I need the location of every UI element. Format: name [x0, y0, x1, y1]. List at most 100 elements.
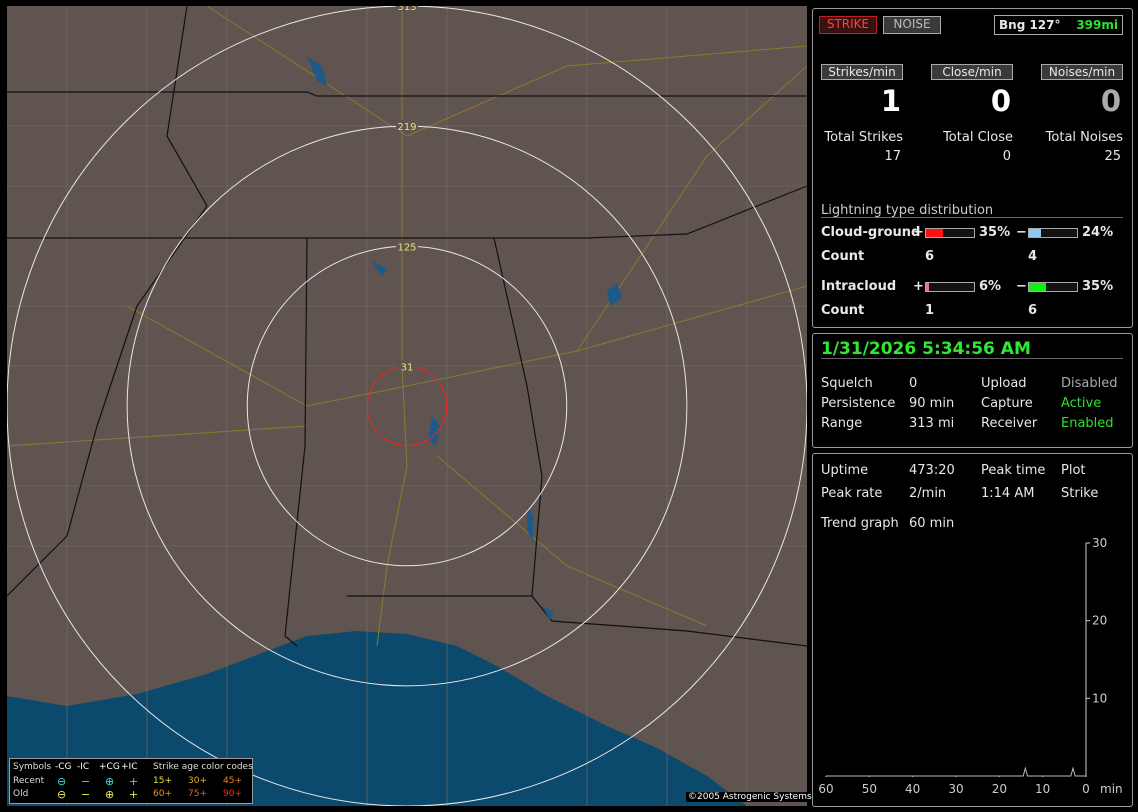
legend-type: +IC — [121, 762, 138, 772]
pct-label: 35% — [1082, 279, 1114, 294]
ring-label-bg — [396, 120, 418, 132]
age-label: 30+ — [188, 776, 207, 786]
map-legend: Symbols -CG -IC +CG +IC Strike age color code… — [9, 758, 253, 804]
pct-bar-frame — [925, 282, 975, 292]
stats-text: Peak rate — [821, 486, 883, 501]
legend-symbol: ⊕ — [105, 788, 115, 801]
stats-text: Peak time — [981, 463, 1046, 478]
total-value: 0 — [1002, 149, 1011, 164]
age-label: 75+ — [188, 789, 207, 799]
rate-label: Strikes/min — [821, 64, 903, 80]
divider — [821, 358, 1123, 359]
rate-value: 0 — [1100, 84, 1121, 118]
legend-text: Symbols — [13, 762, 52, 772]
stats-text: Strike — [1061, 486, 1099, 501]
stats-text: 1:14 AM — [981, 486, 1035, 501]
status-text: 90 min — [909, 396, 955, 411]
pct-bar — [926, 283, 929, 291]
sign: + — [913, 279, 924, 294]
status-text: Active — [1061, 396, 1102, 411]
ring-label: 31 — [401, 362, 414, 373]
status-text: 0 — [909, 376, 918, 391]
status-text: Range — [821, 416, 863, 431]
status-text: Capture — [981, 396, 1033, 411]
stats-text: 473:20 — [909, 463, 955, 478]
pct-bar — [1029, 229, 1041, 237]
ring-label-bg — [396, 6, 418, 11]
status-text: Squelch — [821, 376, 873, 391]
pct-label: 6% — [979, 279, 1002, 294]
pct-bar — [1029, 283, 1046, 291]
strike-button[interactable]: STRIKE — [819, 16, 877, 34]
legend-text: Recent — [13, 776, 45, 786]
status-text: 313 mi — [909, 416, 955, 431]
clock: 1/31/2026 5:34:56 AM — [821, 339, 1031, 359]
legend-type: -IC — [77, 762, 90, 772]
sign: + — [913, 225, 924, 240]
total-label: Total Close — [943, 130, 1013, 145]
count-value: 4 — [1028, 249, 1038, 264]
legend-text: Old — [13, 789, 29, 799]
status-panel — [812, 333, 1133, 448]
lakes — [307, 56, 622, 620]
map: 313 219 125 31 — [7, 6, 807, 806]
status-text: Receiver — [981, 416, 1038, 431]
count-label: Count — [821, 303, 865, 318]
noise-button[interactable]: NOISE — [883, 16, 941, 34]
counts-panel — [812, 8, 1133, 328]
type-name: Intracloud — [821, 279, 897, 294]
legend-type: +CG — [99, 762, 120, 772]
sign: − — [1016, 279, 1027, 294]
rate-value: 1 — [880, 84, 901, 118]
status-text: Upload — [981, 376, 1027, 391]
stats-text: Uptime — [821, 463, 869, 478]
ring-label: 219 — [397, 122, 416, 133]
rate-label: Close/min — [931, 64, 1013, 80]
pct-bar-frame — [925, 228, 975, 238]
type-name: Cloud-ground — [821, 225, 921, 240]
trend-panel — [812, 453, 1133, 807]
age-label: 60+ — [153, 789, 172, 799]
status-text: Enabled — [1061, 416, 1114, 431]
legend-symbol: − — [81, 775, 91, 788]
pct-label: 24% — [1082, 225, 1114, 240]
age-label: 45+ — [223, 776, 242, 786]
legend-symbol: + — [129, 788, 139, 801]
distribution-title: Lightning type distribution — [821, 203, 994, 218]
legend-text: Strike age color codes — [153, 762, 253, 772]
count-label: Count — [821, 249, 865, 264]
age-label: 90+ — [223, 789, 242, 799]
total-label: Total Strikes — [824, 130, 903, 145]
legend-symbol: − — [81, 788, 91, 801]
state-borders — [7, 6, 807, 647]
total-value: 25 — [1104, 149, 1121, 164]
total-value: 17 — [884, 149, 901, 164]
status-text: Disabled — [1061, 376, 1118, 391]
stats-text: 2/min — [909, 486, 947, 501]
pct-bar — [926, 229, 943, 237]
stats-text: 60 min — [909, 516, 955, 531]
ring-label-bg — [396, 240, 418, 252]
distance: 399mi — [1076, 18, 1118, 32]
ring-label: 125 — [397, 242, 416, 253]
rate-value: 0 — [990, 84, 1011, 118]
legend-symbol: ⊖ — [57, 788, 67, 801]
legend-symbol: ⊖ — [57, 775, 67, 788]
rate-label: Noises/min — [1041, 64, 1123, 80]
bearing: Bng 127° — [999, 18, 1061, 32]
age-label: 15+ — [153, 776, 172, 786]
count-value: 6 — [925, 249, 935, 264]
pct-label: 35% — [979, 225, 1011, 240]
count-value: 1 — [925, 303, 935, 318]
bearing-box: Bng 127° 399mi — [994, 15, 1123, 35]
ring-label-bg — [396, 360, 418, 372]
copyright: ©2005 Astrogenic Systems — [686, 792, 814, 802]
legend-symbol: ⊕ — [105, 775, 115, 788]
pct-bar-frame — [1028, 228, 1078, 238]
pct-bar-frame — [1028, 282, 1078, 292]
legend-symbol: + — [129, 775, 139, 788]
legend-type: -CG — [55, 762, 72, 772]
status-text: Persistence — [821, 396, 896, 411]
ring-label: 313 — [397, 6, 416, 13]
